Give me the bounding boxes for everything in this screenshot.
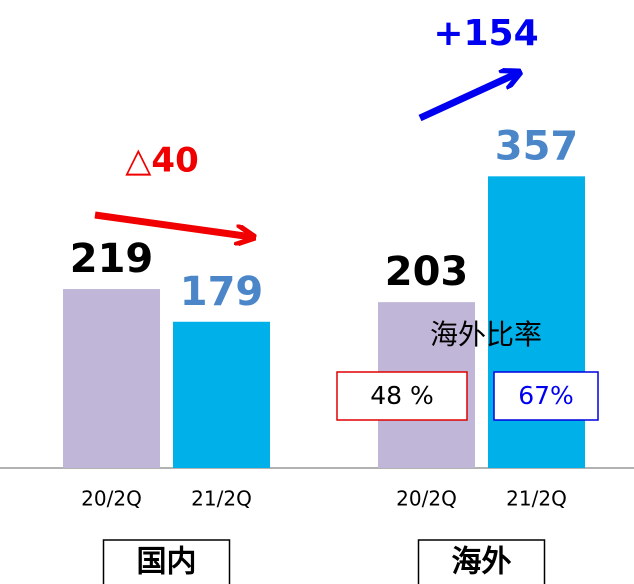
arrow [94, 211, 252, 237]
ratio-box [493, 371, 599, 421]
group-box [102, 539, 231, 584]
data-label: 219 [70, 236, 154, 282]
arrow [418, 73, 518, 122]
x-tick-label: 21/2Q [506, 487, 567, 511]
bar [173, 321, 270, 468]
bar [63, 289, 160, 468]
annotation: 48 % [370, 381, 434, 410]
data-label: 203 [385, 249, 469, 295]
x-tick-label: 20/2Q [81, 487, 142, 511]
data-label: 357 [495, 123, 579, 169]
annotation: +154 [433, 13, 538, 54]
group-box [417, 539, 546, 584]
ratio-box [336, 371, 468, 421]
x-tick-label: 20/2Q [396, 487, 457, 511]
data-label: 179 [180, 269, 264, 315]
group-label: 海外 [452, 545, 512, 580]
group-label: 国内 [137, 545, 197, 580]
annotation: △40 [125, 141, 198, 181]
annotation: 67% [518, 381, 574, 410]
x-tick-label: 21/2Q [191, 487, 252, 511]
annotation: 海外比率 [430, 318, 542, 351]
